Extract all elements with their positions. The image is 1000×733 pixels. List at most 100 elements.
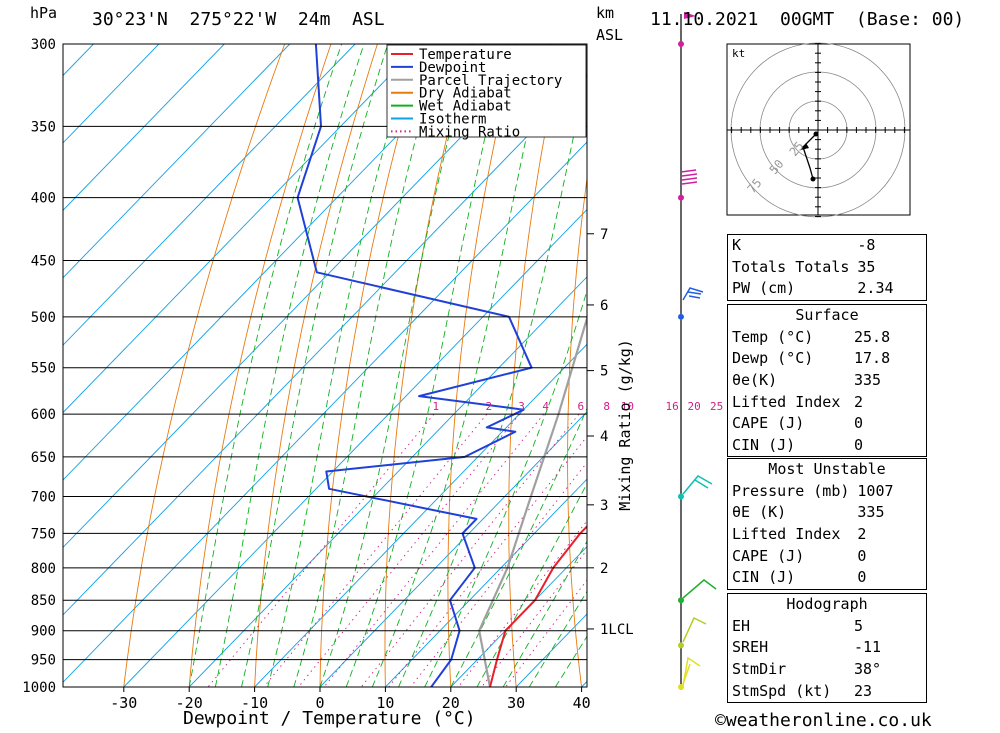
index-label: Temp (°C) [732,327,814,346]
legend-entry: Dewpoint [419,60,486,76]
legend-entry: Temperature [419,47,512,63]
wind-barb-column [678,12,717,690]
wind-level-dot [678,313,684,320]
mixing-ratio-label: 6 [578,400,585,413]
isotherm-line [188,276,587,687]
km-tick-label: 4 [600,429,608,445]
wind-barb-850 [682,579,717,599]
km-tick-label: 7 [600,227,608,243]
mixing-ratio-line [263,413,488,687]
surface-title: Surface [795,306,859,324]
pressure-tick-label: 650 [31,450,56,466]
pressure-tick-label: 800 [31,561,56,577]
x-tick-label: -10 [241,694,268,712]
pressure-tick-label: 700 [31,490,56,506]
datetime-title: 11.10.2021 00GMT (Base: 00) [650,9,965,30]
dry-adiabat-line [680,44,713,687]
tt-value: 35 [857,257,876,276]
index-value: 0 [857,546,867,565]
index-value: 5 [854,616,864,635]
parcel-trajectory-line [478,313,587,687]
isotherm-line [385,478,587,687]
plot-frame [62,43,588,688]
km-tick-label: 1LCL [600,622,634,638]
wet-adiabat-line [345,44,508,687]
index-label: StmDir [732,660,787,679]
index-label: CAPE (J) [732,414,805,433]
pressure-tick-label: 450 [31,254,56,270]
isotherm-line [63,44,291,279]
location-title: 30°23'N 275°22'W 24m ASL [92,9,385,30]
pw-value: 2.34 [857,279,894,298]
pressure-tick-label: 950 [31,653,56,669]
wet-adiabat-line [214,44,365,687]
index-label: θe(K) [732,371,778,390]
x-tick-label: 0 [315,694,324,712]
mixing-ratio-line [298,413,520,687]
wet-adiabat-line [188,44,343,687]
x-tick-label: 30 [507,694,525,712]
index-value: 38° [854,660,882,679]
asl-unit: ASL [596,26,624,44]
wind-barb-480 [682,287,704,301]
mixing-ratio-line [388,435,587,687]
pressure-tick-label: 1000 [22,680,56,696]
index-value: 23 [854,681,873,700]
most-unstable-title: Most Unstable [768,460,886,478]
index-value: 17.8 [854,349,891,368]
dry-adiabat-line [933,44,1000,687]
mixing-ratio-line [410,461,587,687]
hodograph-point [813,131,819,137]
mixing-ratio-line [481,549,587,687]
pw-label: PW (cm) [732,279,796,298]
legend-box [386,44,587,138]
pressure-tick-label: 750 [31,526,56,542]
legend-entry: Isotherm [419,112,486,128]
mixing-ratio-line [323,413,545,687]
wet-adiabat-line [398,70,587,687]
wind-level-dot [678,642,684,649]
wind-level-dot [678,597,684,604]
mixing-ratio-label: 20 [688,400,701,413]
dry-adiabat-line [188,44,332,687]
index-label: CIN (J) [732,435,796,454]
footer-credit[interactable]: ©weatheronline.co.uk [715,710,932,731]
index-label: CAPE (J) [732,546,805,565]
km-tick-label: 6 [600,298,608,314]
mixing-ratio-line [360,413,580,687]
index-value: 0 [857,568,867,587]
temperature-line [489,524,587,687]
tt-label: Totals Totals [732,257,850,276]
isotherm-line [450,545,587,687]
dry-adiabat-line [980,44,1000,687]
wind-barb-925 [682,616,707,643]
wind-level-dot [678,194,684,201]
hodograph-title: Hodograph [786,595,868,613]
index-label: EH [732,616,751,635]
hpa-unit: hPa [30,4,58,22]
isotherm-line [0,44,28,687]
index-label: Pressure (mb) [732,481,850,500]
index-value: 1007 [857,481,894,500]
isotherm-line [63,44,487,481]
x-tick-label: -20 [176,694,203,712]
index-label: StmSpd (kt) [732,681,832,700]
isotherm-line [319,411,587,687]
index-label: Lifted Index [732,392,841,411]
wind-barb-700 [682,475,713,495]
pressure-tick-label: 850 [31,593,56,609]
legend-entry: Wet Adiabat [419,99,512,115]
pressure-tick-label: 600 [31,407,56,423]
hodograph-trace [802,133,817,180]
wet-adiabat-line [241,44,389,687]
x-tick-label: 20 [442,694,460,712]
hodograph-point [810,176,816,182]
mixing-ratio-line [505,579,587,687]
wind-barb-380 [680,169,698,185]
index-value: 0 [854,414,864,433]
pressure-tick-label: 400 [31,191,56,207]
storm-motion-arrow [801,143,809,150]
